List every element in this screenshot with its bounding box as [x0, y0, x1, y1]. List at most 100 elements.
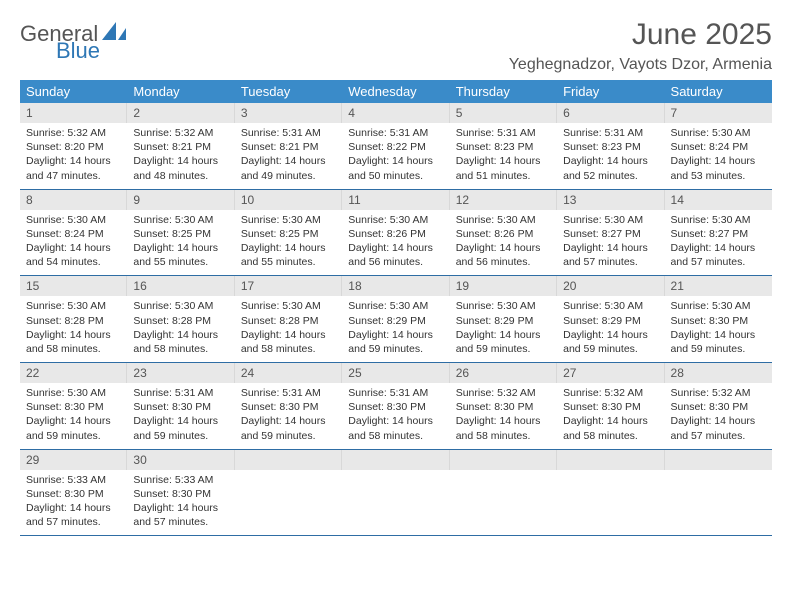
daylight-line: Daylight: 14 hours and 59 minutes. — [563, 329, 648, 355]
sunset-line: Sunset: 8:29 PM — [456, 315, 534, 327]
calendar-cell: 7Sunrise: 5:30 AMSunset: 8:24 PMDaylight… — [665, 103, 772, 189]
calendar-cell: 21Sunrise: 5:30 AMSunset: 8:30 PMDayligh… — [665, 276, 772, 362]
sunrise-line: Sunrise: 5:31 AM — [133, 387, 213, 399]
sunrise-line: Sunrise: 5:30 AM — [133, 214, 213, 226]
sunset-line: Sunset: 8:23 PM — [563, 141, 641, 153]
day-info: Sunrise: 5:30 AMSunset: 8:24 PMDaylight:… — [665, 123, 772, 183]
day-number: 10 — [235, 190, 342, 210]
day-info: Sunrise: 5:30 AMSunset: 8:28 PMDaylight:… — [127, 296, 234, 356]
sunset-line: Sunset: 8:28 PM — [241, 315, 319, 327]
day-info: Sunrise: 5:30 AMSunset: 8:28 PMDaylight:… — [235, 296, 342, 356]
sunrise-line: Sunrise: 5:30 AM — [456, 300, 536, 312]
daylight-line: Daylight: 14 hours and 58 minutes. — [133, 329, 218, 355]
day-info: Sunrise: 5:30 AMSunset: 8:25 PMDaylight:… — [127, 210, 234, 270]
day-number: 24 — [235, 363, 342, 383]
daylight-line: Daylight: 14 hours and 58 minutes. — [348, 415, 433, 441]
day-number: 8 — [20, 190, 127, 210]
calendar-cell: 15Sunrise: 5:30 AMSunset: 8:28 PMDayligh… — [20, 276, 127, 362]
sunset-line: Sunset: 8:29 PM — [348, 315, 426, 327]
calendar-cell: 12Sunrise: 5:30 AMSunset: 8:26 PMDayligh… — [450, 190, 557, 276]
daylight-line: Daylight: 14 hours and 56 minutes. — [456, 242, 541, 268]
calendar-week: 29Sunrise: 5:33 AMSunset: 8:30 PMDayligh… — [20, 450, 772, 537]
day-info: Sunrise: 5:33 AMSunset: 8:30 PMDaylight:… — [127, 470, 234, 530]
day-info — [235, 470, 342, 520]
sunset-line: Sunset: 8:22 PM — [348, 141, 426, 153]
calendar-cell: 2Sunrise: 5:32 AMSunset: 8:21 PMDaylight… — [127, 103, 234, 189]
sunrise-line: Sunrise: 5:30 AM — [348, 214, 428, 226]
sunset-line: Sunset: 8:21 PM — [241, 141, 319, 153]
calendar-cell: 23Sunrise: 5:31 AMSunset: 8:30 PMDayligh… — [127, 363, 234, 449]
day-number — [557, 450, 664, 470]
dow-label: Friday — [557, 80, 664, 103]
daylight-line: Daylight: 14 hours and 59 minutes. — [26, 415, 111, 441]
day-number: 7 — [665, 103, 772, 123]
sunrise-line: Sunrise: 5:30 AM — [241, 214, 321, 226]
calendar-cell: 10Sunrise: 5:30 AMSunset: 8:25 PMDayligh… — [235, 190, 342, 276]
calendar-week: 22Sunrise: 5:30 AMSunset: 8:30 PMDayligh… — [20, 363, 772, 450]
day-number: 5 — [450, 103, 557, 123]
calendar-cell: 11Sunrise: 5:30 AMSunset: 8:26 PMDayligh… — [342, 190, 449, 276]
day-info: Sunrise: 5:31 AMSunset: 8:22 PMDaylight:… — [342, 123, 449, 183]
calendar-cell: 6Sunrise: 5:31 AMSunset: 8:23 PMDaylight… — [557, 103, 664, 189]
sunrise-line: Sunrise: 5:31 AM — [241, 387, 321, 399]
sunset-line: Sunset: 8:30 PM — [26, 401, 104, 413]
daylight-line: Daylight: 14 hours and 59 minutes. — [241, 415, 326, 441]
day-number: 17 — [235, 276, 342, 296]
dow-label: Monday — [127, 80, 234, 103]
sunset-line: Sunset: 8:30 PM — [26, 488, 104, 500]
daylight-line: Daylight: 14 hours and 51 minutes. — [456, 155, 541, 181]
sunrise-line: Sunrise: 5:33 AM — [26, 474, 106, 486]
day-number: 26 — [450, 363, 557, 383]
calendar-cell — [342, 450, 449, 536]
calendar-cell: 4Sunrise: 5:31 AMSunset: 8:22 PMDaylight… — [342, 103, 449, 189]
sunrise-line: Sunrise: 5:31 AM — [348, 387, 428, 399]
logo-word-blue: Blue — [56, 40, 130, 62]
day-info: Sunrise: 5:31 AMSunset: 8:30 PMDaylight:… — [235, 383, 342, 443]
day-info: Sunrise: 5:30 AMSunset: 8:27 PMDaylight:… — [665, 210, 772, 270]
day-number: 3 — [235, 103, 342, 123]
day-info: Sunrise: 5:32 AMSunset: 8:30 PMDaylight:… — [665, 383, 772, 443]
calendar-cell: 13Sunrise: 5:30 AMSunset: 8:27 PMDayligh… — [557, 190, 664, 276]
daylight-line: Daylight: 14 hours and 59 minutes. — [348, 329, 433, 355]
calendar-cell — [235, 450, 342, 536]
sunrise-line: Sunrise: 5:31 AM — [456, 127, 536, 139]
daylight-line: Daylight: 14 hours and 57 minutes. — [671, 415, 756, 441]
sunset-line: Sunset: 8:28 PM — [26, 315, 104, 327]
sunset-line: Sunset: 8:24 PM — [671, 141, 749, 153]
sunrise-line: Sunrise: 5:30 AM — [348, 300, 428, 312]
daylight-line: Daylight: 14 hours and 55 minutes. — [241, 242, 326, 268]
daylight-line: Daylight: 14 hours and 52 minutes. — [563, 155, 648, 181]
day-info: Sunrise: 5:30 AMSunset: 8:28 PMDaylight:… — [20, 296, 127, 356]
day-info: Sunrise: 5:30 AMSunset: 8:24 PMDaylight:… — [20, 210, 127, 270]
sunrise-line: Sunrise: 5:31 AM — [241, 127, 321, 139]
calendar-cell: 25Sunrise: 5:31 AMSunset: 8:30 PMDayligh… — [342, 363, 449, 449]
daylight-line: Daylight: 14 hours and 59 minutes. — [133, 415, 218, 441]
calendar-cell: 30Sunrise: 5:33 AMSunset: 8:30 PMDayligh… — [127, 450, 234, 536]
dow-label: Saturday — [665, 80, 772, 103]
day-info: Sunrise: 5:31 AMSunset: 8:30 PMDaylight:… — [127, 383, 234, 443]
daylight-line: Daylight: 14 hours and 47 minutes. — [26, 155, 111, 181]
sunrise-line: Sunrise: 5:30 AM — [563, 214, 643, 226]
sunrise-line: Sunrise: 5:30 AM — [563, 300, 643, 312]
dow-label: Sunday — [20, 80, 127, 103]
day-number: 19 — [450, 276, 557, 296]
sunrise-line: Sunrise: 5:33 AM — [133, 474, 213, 486]
sunset-line: Sunset: 8:30 PM — [348, 401, 426, 413]
sunrise-line: Sunrise: 5:32 AM — [563, 387, 643, 399]
day-number: 20 — [557, 276, 664, 296]
day-number: 27 — [557, 363, 664, 383]
sunset-line: Sunset: 8:30 PM — [671, 315, 749, 327]
dow-label: Wednesday — [342, 80, 449, 103]
sunset-line: Sunset: 8:26 PM — [456, 228, 534, 240]
day-number: 21 — [665, 276, 772, 296]
sunset-line: Sunset: 8:20 PM — [26, 141, 104, 153]
daylight-line: Daylight: 14 hours and 55 minutes. — [133, 242, 218, 268]
sunset-line: Sunset: 8:30 PM — [563, 401, 641, 413]
day-number: 4 — [342, 103, 449, 123]
calendar-week: 1Sunrise: 5:32 AMSunset: 8:20 PMDaylight… — [20, 103, 772, 190]
page-title: June 2025 — [509, 18, 772, 52]
calendar-cell: 27Sunrise: 5:32 AMSunset: 8:30 PMDayligh… — [557, 363, 664, 449]
day-info: Sunrise: 5:32 AMSunset: 8:21 PMDaylight:… — [127, 123, 234, 183]
daylight-line: Daylight: 14 hours and 59 minutes. — [671, 329, 756, 355]
calendar-cell: 28Sunrise: 5:32 AMSunset: 8:30 PMDayligh… — [665, 363, 772, 449]
